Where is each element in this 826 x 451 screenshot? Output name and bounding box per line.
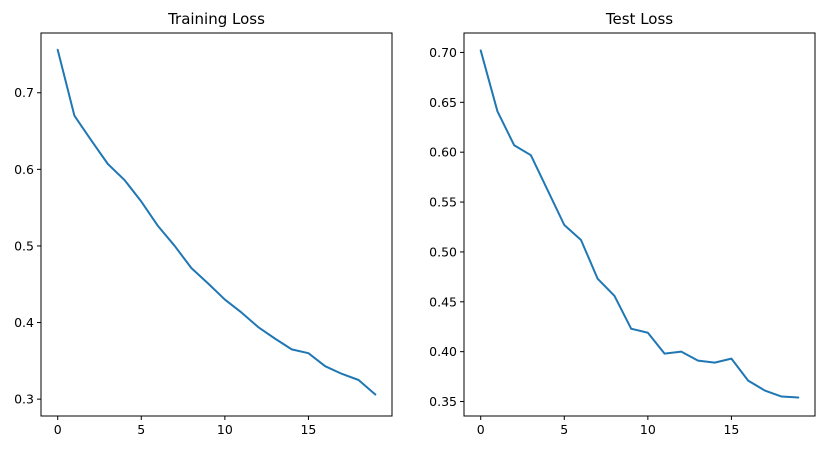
y-tick-label: 0.60 — [429, 145, 457, 160]
training-loss-plot: Training Loss 0 5 10 15 0.3 0.4 0.5 0.6 0.7 — [14, 10, 393, 437]
y-tick-label: 0.5 — [14, 238, 34, 253]
x-tick-label: 10 — [217, 422, 233, 437]
x-tick-label: 15 — [723, 422, 739, 437]
y-tick-label: 0.4 — [14, 315, 34, 330]
y-tick-label: 0.6 — [14, 162, 34, 177]
y-tick-label: 0.45 — [429, 294, 457, 309]
y-tick-label: 0.70 — [429, 45, 457, 60]
x-tick-label: 5 — [137, 422, 145, 437]
series-line — [479, 49, 800, 399]
chart-title: Training Loss — [167, 10, 265, 28]
x-tick-label: 5 — [560, 422, 568, 437]
y-tick-label: 0.7 — [14, 85, 34, 100]
series-group — [479, 49, 800, 399]
y-axis: 0.3 0.4 0.5 0.6 0.7 — [14, 85, 41, 407]
y-tick-label: 0.50 — [429, 244, 457, 259]
plot-frame — [40, 32, 393, 417]
series-line — [56, 48, 377, 396]
x-tick-label: 0 — [477, 422, 485, 437]
chart-title: Test Loss — [605, 10, 673, 28]
y-tick-label: 0.40 — [429, 344, 457, 359]
x-tick-label: 0 — [54, 422, 62, 437]
plot-frame — [463, 32, 816, 417]
y-tick-label: 0.35 — [429, 394, 457, 409]
series-group — [56, 48, 377, 396]
x-axis: 0 5 10 15 — [477, 416, 739, 437]
x-tick-label: 10 — [640, 422, 656, 437]
x-axis: 0 5 10 15 — [54, 416, 316, 437]
y-tick-label: 0.3 — [14, 392, 34, 407]
y-tick-label: 0.55 — [429, 195, 457, 210]
y-axis: 0.35 0.40 0.45 0.50 0.55 0.60 0.65 0.70 — [429, 45, 464, 409]
test-loss-plot: Test Loss 0 5 10 15 0.35 0.40 0.45 0.50 0.55 0.6… — [429, 10, 816, 437]
x-tick-label: 15 — [300, 422, 316, 437]
y-tick-label: 0.65 — [429, 95, 457, 110]
